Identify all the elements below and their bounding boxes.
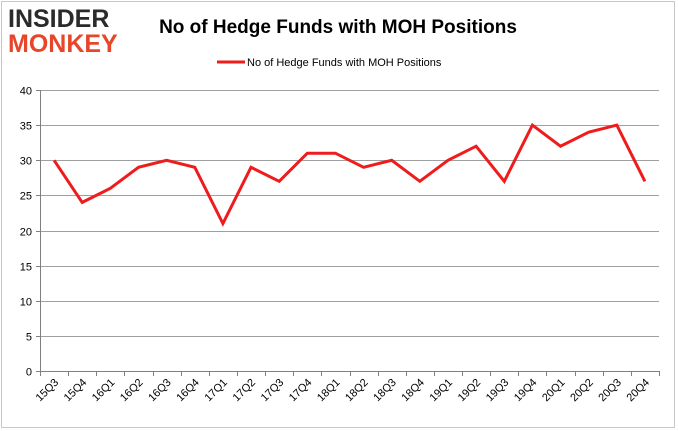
x-tick-label: 17Q4 (287, 377, 315, 405)
x-tick-label: 16Q3 (146, 377, 174, 405)
x-tick-label: 18Q3 (371, 377, 399, 405)
x-tick-label: 15Q3 (34, 377, 62, 405)
y-tick-label: 35 (20, 121, 32, 133)
logo-line-2: MONKEY (8, 30, 118, 58)
axes (36, 90, 660, 376)
x-tick-label: 15Q4 (62, 377, 90, 405)
x-tick-label: 19Q2 (456, 377, 484, 405)
chart-title: No of Hedge Funds with MOH Positions (159, 17, 517, 38)
x-tick-label: 17Q1 (202, 377, 230, 405)
grid (40, 90, 659, 337)
x-tick-label: 16Q2 (118, 377, 146, 405)
x-tick-label: 16Q1 (90, 377, 118, 405)
x-tick-label: 20Q1 (540, 377, 568, 405)
x-tick-label: 19Q3 (484, 377, 512, 405)
x-tick-label: 16Q4 (174, 377, 202, 405)
y-tick-label: 30 (20, 156, 32, 168)
x-tick-label: 18Q2 (343, 377, 371, 405)
x-tick-label: 18Q4 (399, 377, 427, 405)
x-tick-label: 17Q3 (259, 377, 287, 405)
y-tick-label: 25 (20, 191, 32, 203)
y-tick-label: 15 (20, 262, 32, 274)
x-tick-labels: 15Q3 15Q4 16Q1 16Q2 16Q3 16Q4 17Q1 17Q2 17Q3 17Q4… (34, 377, 652, 405)
y-tick-label: 10 (20, 297, 32, 309)
y-tick-label: 20 (20, 227, 32, 239)
insider-monkey-logo: INSIDER MONKEY (8, 5, 118, 58)
y-tick-label: 40 (20, 86, 32, 98)
legend: No of Hedge Funds with MOH Positions (217, 57, 442, 69)
x-tick-label: 20Q4 (625, 377, 653, 405)
x-tick-label: 20Q3 (596, 377, 624, 405)
x-tick-label: 19Q1 (428, 377, 456, 405)
x-tick-label: 19Q4 (512, 377, 540, 405)
legend-label: No of Hedge Funds with MOH Positions (247, 57, 442, 69)
logo-line-1: INSIDER (8, 5, 109, 33)
x-tick-label: 17Q2 (231, 377, 259, 405)
series-line (52, 122, 647, 227)
y-tick-label: 0 (26, 367, 32, 379)
y-tick-label: 5 (26, 332, 32, 344)
y-tick-labels: 0 5 10 15 20 25 30 35 40 (20, 86, 32, 379)
series (52, 122, 647, 227)
x-tick-label: 20Q2 (568, 377, 596, 405)
x-tick-label: 18Q1 (315, 377, 343, 405)
